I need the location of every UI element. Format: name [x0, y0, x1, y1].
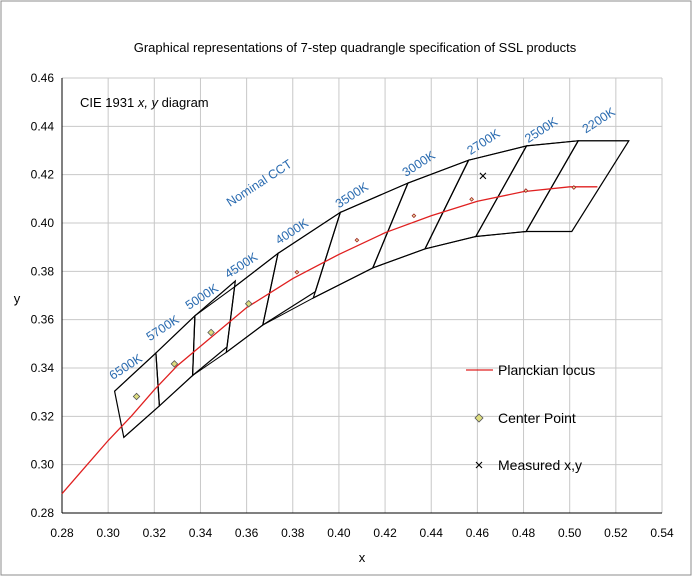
center-point [354, 237, 360, 243]
x-tick-label: 0.50 [558, 526, 582, 540]
diagram-subtitle: CIE 1931 x, y diagram [80, 95, 209, 110]
y-tick-label: 0.42 [31, 168, 55, 182]
legend-center-swatch [474, 413, 484, 423]
x-tick-labels: 0.28 0.30 0.32 0.34 0.36 0.38 0.40 0.42 0.44 0.46… [50, 526, 674, 540]
y-tick-label: 0.44 [31, 119, 55, 133]
planckian-locus-line [61, 186, 598, 495]
center-point [244, 299, 253, 308]
center-point [207, 328, 215, 337]
center-point [571, 185, 577, 190]
center-point [132, 392, 141, 401]
measured-points [479, 172, 487, 180]
center-point [469, 196, 474, 202]
quadrangle-envelope [114, 140, 629, 438]
x-tick-label: 0.52 [604, 526, 628, 540]
x-tick-label: 0.54 [650, 526, 674, 540]
x-tick-label: 0.28 [50, 526, 74, 540]
x-tick-label: 0.42 [373, 526, 397, 540]
center-point [170, 360, 179, 368]
x-tick-label: 0.40 [327, 526, 351, 540]
legend-planckian-label: Planckian locus [498, 362, 595, 378]
y-tick-label: 0.46 [31, 71, 55, 85]
x-tick-label: 0.30 [96, 526, 120, 540]
x-tick-label: 0.34 [189, 526, 213, 540]
y-axis-label: y [14, 291, 21, 306]
lower-boundary-line [123, 231, 572, 438]
chart-title: Graphical representations of 7-step quad… [134, 40, 577, 55]
measured-point [479, 172, 487, 180]
x-axis-label: x [359, 550, 366, 565]
y-tick-label: 0.28 [31, 506, 55, 520]
legend: Planckian locus Center Point Measured x,… [466, 362, 595, 473]
y-tick-label: 0.34 [31, 361, 55, 375]
center-point [523, 188, 529, 193]
x-tick-label: 0.44 [420, 526, 444, 540]
legend-measured-label: Measured x,y [498, 457, 582, 473]
center-point [411, 213, 417, 219]
y-tick-label: 0.36 [31, 313, 55, 327]
x-tick-label: 0.36 [235, 526, 259, 540]
subtitle-prefix: CIE 1931 [80, 95, 138, 110]
subtitle-suffix: diagram [158, 95, 209, 110]
legend-center-label: Center Point [498, 410, 576, 426]
legend-measured-swatch [475, 461, 483, 469]
x-tick-label: 0.38 [281, 526, 305, 540]
x-tick-label: 0.48 [512, 526, 536, 540]
y-tick-label: 0.30 [31, 458, 55, 472]
y-tick-label: 0.38 [31, 264, 55, 278]
subtitle-italic: x, y [137, 95, 160, 110]
center-point [294, 269, 300, 275]
x-tick-label: 0.32 [143, 526, 167, 540]
upper-boundary-line [114, 140, 629, 392]
y-tick-labels: 0.28 0.30 0.32 0.34 0.36 0.38 0.40 0.42 0.44 0.46 [31, 71, 55, 520]
x-tick-label: 0.46 [466, 526, 490, 540]
y-tick-label: 0.40 [31, 216, 55, 230]
center-points [132, 185, 577, 401]
y-tick-label: 0.32 [31, 409, 55, 423]
